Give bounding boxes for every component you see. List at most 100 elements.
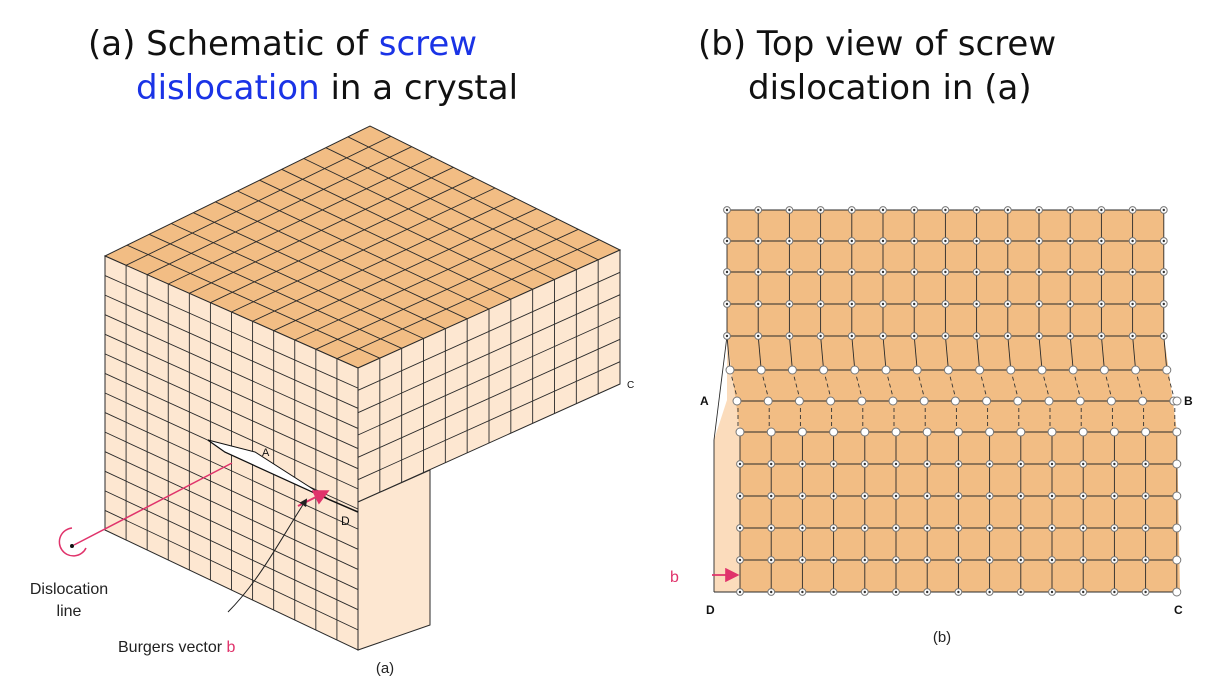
lattice-lines [713, 209, 1178, 593]
lattice-atom-core [1113, 494, 1116, 498]
lattice-atom-core [1131, 302, 1134, 306]
dislocation-dot [70, 544, 74, 548]
left-grid-line [104, 314, 359, 429]
lattice-atom-core [788, 302, 791, 306]
lattice-atom-core [1082, 590, 1085, 594]
lattice-atom-core [926, 590, 929, 594]
lattice-atom [982, 396, 992, 406]
lattice-atom-core [926, 462, 929, 466]
lattice-dashed-bond [947, 369, 957, 402]
lattice-atom-core [850, 270, 853, 274]
right-grid-line [357, 316, 621, 436]
title-a-suffix: in a crystal [319, 68, 519, 108]
lattice-atom [975, 365, 985, 375]
lattice-atom [1099, 365, 1109, 375]
left-face-grid [104, 265, 359, 640]
lattice-col-line [1038, 335, 1043, 371]
left-grid-line [104, 333, 359, 449]
lattice-atom-core [757, 208, 760, 212]
lattice-atom-core [1006, 302, 1009, 306]
lattice-atom-core [881, 270, 885, 274]
lattice-atom [857, 396, 867, 406]
lattice-atom-core [863, 590, 866, 594]
lattice-atom-core [1113, 526, 1116, 530]
lattice-atom-core [1006, 208, 1009, 212]
lattice-atom [763, 396, 773, 406]
lattice-dashed-bond [1103, 369, 1113, 402]
title-a-highlight-1: screw [378, 24, 478, 64]
lattice-edge-line [713, 335, 728, 441]
lattice-atom-core [832, 558, 835, 562]
lattice-atom [1106, 396, 1116, 406]
lattice-atom-core [944, 302, 947, 306]
dislocation-line-pointer [73, 462, 233, 546]
lattice-atom-core [770, 494, 773, 498]
lattice-atom-core [1050, 526, 1054, 530]
lattice-atom [1068, 365, 1078, 375]
label-a-point-D: D [341, 514, 350, 528]
dislocation-line-label-2: line [57, 603, 82, 620]
dislocation-line-label-1: Dislocation [30, 581, 108, 598]
top-grid-line [252, 197, 517, 322]
left-grid-line [104, 353, 359, 470]
top-grid-line [189, 166, 454, 294]
lattice-atom-core [1019, 526, 1022, 530]
right-grid-line [357, 294, 621, 414]
title-a-highlight-2: dislocation [136, 68, 320, 108]
lattice-atom-core [1162, 208, 1166, 212]
lattice-atom [1131, 365, 1141, 375]
lattice-atom-core [770, 590, 773, 594]
lattice-fill-lower [740, 432, 1180, 592]
lattice-atom-core [1113, 462, 1116, 466]
label-b-point-D: D [706, 603, 715, 617]
lattice-col-line [944, 335, 949, 371]
lattice-atom-core [738, 558, 742, 562]
label-a-point-C: C [627, 380, 634, 391]
burgers-vector-label: Burgers vector b [118, 639, 235, 656]
lattice-atom-core [1006, 334, 1009, 338]
lattice-atom-core [1082, 462, 1085, 466]
lattice-atom-core [957, 494, 960, 498]
lattice-atom-core [1069, 208, 1072, 212]
label-b-point-B: B [1184, 394, 1193, 408]
lattice-col-line [851, 335, 856, 371]
lattice-atom-core [1100, 334, 1103, 338]
lattice-col-line [882, 335, 887, 371]
lattice-atom-core [944, 270, 947, 274]
lattice-atom-core [944, 334, 947, 338]
lattice-atom-core [832, 526, 835, 530]
lattice-col-line [757, 335, 762, 371]
lattice-atom-core [725, 208, 729, 212]
lattice-atom-core [1144, 526, 1147, 530]
lattice-col-line [1132, 335, 1137, 371]
lattice-atom [912, 365, 922, 375]
lattice-atom-core [1162, 302, 1166, 306]
lattice-atom-core [801, 494, 804, 498]
lattice-atom [919, 396, 929, 406]
lattice-atom [881, 365, 891, 375]
lattice-atom-core [1144, 590, 1147, 594]
lattice-atom-core [975, 334, 978, 338]
lattice-dashed-bond [760, 369, 770, 402]
lattice-atom-core [1131, 334, 1134, 338]
lattice-atom-core [975, 239, 978, 243]
lattice-atom-core [894, 590, 898, 594]
lattice-dashed-bond [1135, 369, 1145, 402]
title-a-prefix: (a) Schematic of [88, 24, 379, 64]
top-grid-line [273, 208, 537, 332]
lattice-atom-core [894, 526, 898, 530]
lattice-atom-core [913, 270, 916, 274]
lattice-atom-core [788, 239, 791, 243]
left-grid-line [104, 431, 359, 550]
label-b-point-C: C [1174, 603, 1183, 617]
panel-a-title: (a) Schematic of screw dislocation in a … [88, 22, 518, 110]
lattice-atom-core [881, 334, 885, 338]
rotation-circle-icon [58, 527, 87, 557]
lattice-atom-core [770, 526, 773, 530]
right-grid-line [357, 271, 621, 391]
lattice-atom [953, 427, 963, 437]
lattice-atom-core [1113, 590, 1116, 594]
lattice-atom-core [957, 558, 960, 562]
lattice-atom [860, 427, 870, 437]
lattice-atom [1162, 365, 1172, 375]
